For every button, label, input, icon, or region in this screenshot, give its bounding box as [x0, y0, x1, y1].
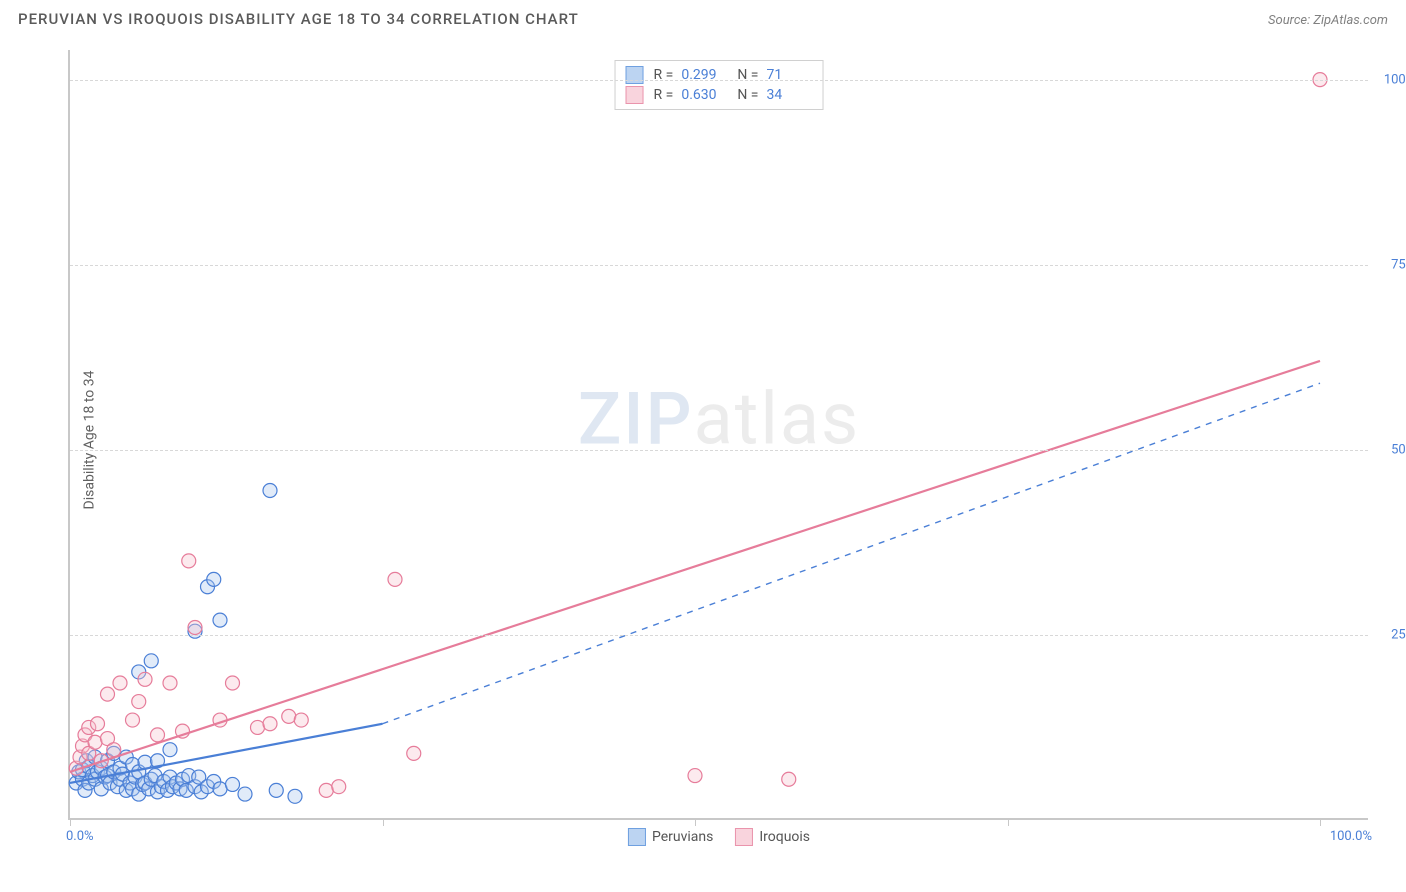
x-tick-label-right: 100.0% [1330, 829, 1372, 844]
legend-bottom: Peruvians Iroquois [628, 828, 810, 846]
x-tick [695, 818, 696, 826]
scatter-svg [70, 50, 1368, 818]
scatter-point [282, 709, 296, 723]
y-tick-label: 25.0% [1391, 627, 1406, 642]
y-tick-label: 75.0% [1391, 257, 1406, 272]
scatter-point [126, 713, 140, 727]
x-tick [1008, 818, 1009, 826]
scatter-point [163, 743, 177, 757]
scatter-point [263, 484, 277, 498]
x-tick [1320, 818, 1321, 826]
x-tick [70, 818, 71, 826]
scatter-point [91, 717, 105, 731]
scatter-point [407, 746, 421, 760]
scatter-point [332, 780, 346, 794]
trend-line-extended [383, 383, 1321, 724]
legend-item-iroquois: Iroquois [735, 828, 810, 846]
scatter-point [226, 676, 240, 690]
scatter-point [782, 772, 796, 786]
source-attribution: Source: ZipAtlas.com [1268, 13, 1388, 28]
scatter-point [207, 572, 221, 586]
scatter-point [182, 554, 196, 568]
gridline-h [70, 80, 1368, 81]
trend-line [70, 361, 1320, 772]
scatter-point [132, 695, 146, 709]
legend-item-peruvians: Peruvians [628, 828, 713, 846]
gridline-h [70, 635, 1368, 636]
scatter-point [163, 676, 177, 690]
legend-swatch-iroquois [735, 828, 753, 846]
scatter-point [213, 782, 227, 796]
scatter-point [288, 789, 302, 803]
scatter-point [101, 687, 115, 701]
y-tick-label: 50.0% [1391, 442, 1406, 457]
scatter-point [113, 676, 127, 690]
scatter-point [294, 713, 308, 727]
gridline-h [70, 450, 1368, 451]
scatter-point [688, 769, 702, 783]
legend-label-peruvians: Peruvians [652, 829, 713, 845]
x-tick [383, 818, 384, 826]
scatter-point [213, 613, 227, 627]
y-tick-label: 100.0% [1384, 72, 1406, 87]
scatter-point [107, 743, 121, 757]
chart-title: PERUVIAN VS IROQUOIS DISABILITY AGE 18 T… [18, 10, 579, 28]
scatter-point [144, 654, 158, 668]
plot-area: ZIPatlas R = 0.299 N = 71 R = 0.630 N = … [68, 50, 1368, 820]
x-tick-label-left: 0.0% [66, 829, 94, 844]
scatter-point [188, 621, 202, 635]
scatter-point [269, 783, 283, 797]
scatter-point [251, 720, 265, 734]
legend-label-iroquois: Iroquois [759, 829, 810, 845]
scatter-point [388, 572, 402, 586]
scatter-point [238, 787, 252, 801]
gridline-h [70, 265, 1368, 266]
chart-container: Disability Age 18 to 34 ZIPatlas R = 0.2… [50, 40, 1390, 840]
scatter-point [263, 717, 277, 731]
scatter-point [226, 777, 240, 791]
legend-swatch-peruvians [628, 828, 646, 846]
scatter-point [88, 735, 102, 749]
scatter-point [138, 672, 152, 686]
scatter-point [319, 783, 333, 797]
scatter-point [151, 728, 165, 742]
